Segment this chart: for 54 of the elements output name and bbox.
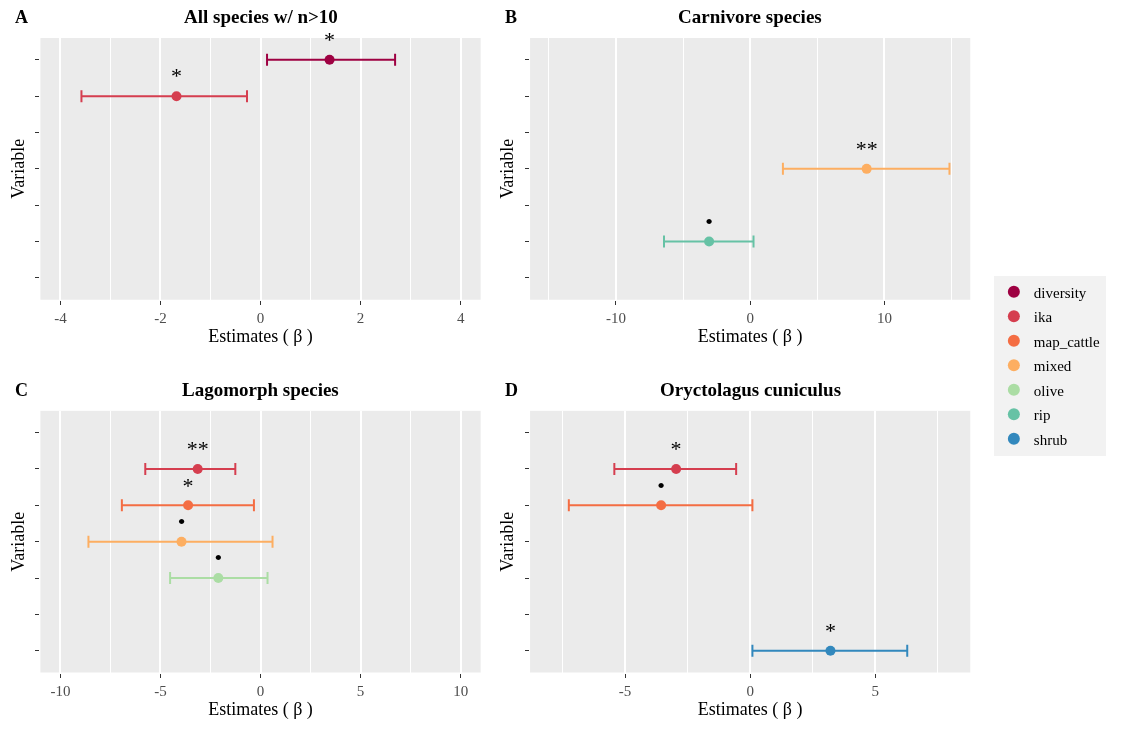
point	[213, 573, 224, 584]
data-label: **	[186, 436, 209, 462]
data-label: *	[670, 436, 682, 462]
data-label: *	[171, 63, 182, 89]
legend-label: shrub	[1033, 431, 1068, 448]
point	[183, 500, 194, 511]
x-tick-label: 0	[746, 682, 754, 699]
y-axis-title: Variable	[497, 138, 518, 199]
legend-label: diversity	[1033, 284, 1087, 301]
chart-title: Carnivore species	[678, 6, 822, 27]
data-label: *	[182, 472, 194, 498]
chart-title: Oryctolagus cuniculus	[660, 379, 842, 400]
x-tick-label: 0	[256, 682, 265, 699]
text: A	[15, 7, 28, 27]
y-axis-title: Variable	[7, 138, 28, 199]
x-tick-label: 10	[453, 682, 469, 699]
legend-label: rip	[1033, 407, 1051, 424]
x-tick-label: 4	[456, 309, 465, 326]
text: D	[505, 380, 518, 400]
text: C	[15, 380, 28, 400]
data-label: •	[177, 508, 186, 534]
x-axis-title: Estimates ( β )	[208, 698, 313, 720]
data-label: *	[324, 27, 336, 53]
y-axis-title: Variable	[497, 511, 518, 572]
data-label: •	[705, 208, 713, 234]
x-tick-label: 0	[746, 309, 754, 326]
data-label: **	[855, 136, 878, 162]
x-tick-label: 5	[356, 682, 365, 699]
legend-label: map_cattle	[1033, 333, 1100, 350]
y-axis-title: Variable	[7, 511, 28, 572]
data-label: •	[214, 545, 223, 571]
x-tick-label: -5	[618, 682, 632, 699]
data-label: *	[824, 617, 836, 643]
x-tick-label: 5	[871, 682, 879, 699]
x-tick-label: -10	[605, 309, 626, 326]
legend-label: ika	[1033, 309, 1053, 326]
x-tick-label: 10	[876, 309, 892, 326]
x-axis-title: Estimates ( β )	[208, 325, 313, 347]
x-tick-label: 2	[356, 309, 365, 326]
x-axis-title: Estimates ( β )	[697, 698, 803, 720]
chart-title: Lagomorph species	[182, 379, 339, 400]
data-label: •	[657, 472, 665, 498]
x-tick-label: -4	[54, 309, 68, 326]
text: B	[505, 7, 518, 27]
chart-title: All species w/ n>10	[184, 6, 338, 27]
legend-label: mixed	[1033, 358, 1072, 375]
x-axis-title: Estimates ( β )	[697, 325, 803, 347]
point	[176, 536, 187, 547]
x-tick-label: -2	[154, 309, 167, 326]
legend-label: olive	[1033, 382, 1065, 399]
x-tick-label: 0	[256, 309, 265, 326]
point	[192, 463, 203, 474]
x-tick-label: -10	[50, 682, 71, 699]
x-tick-label: -5	[154, 682, 167, 699]
